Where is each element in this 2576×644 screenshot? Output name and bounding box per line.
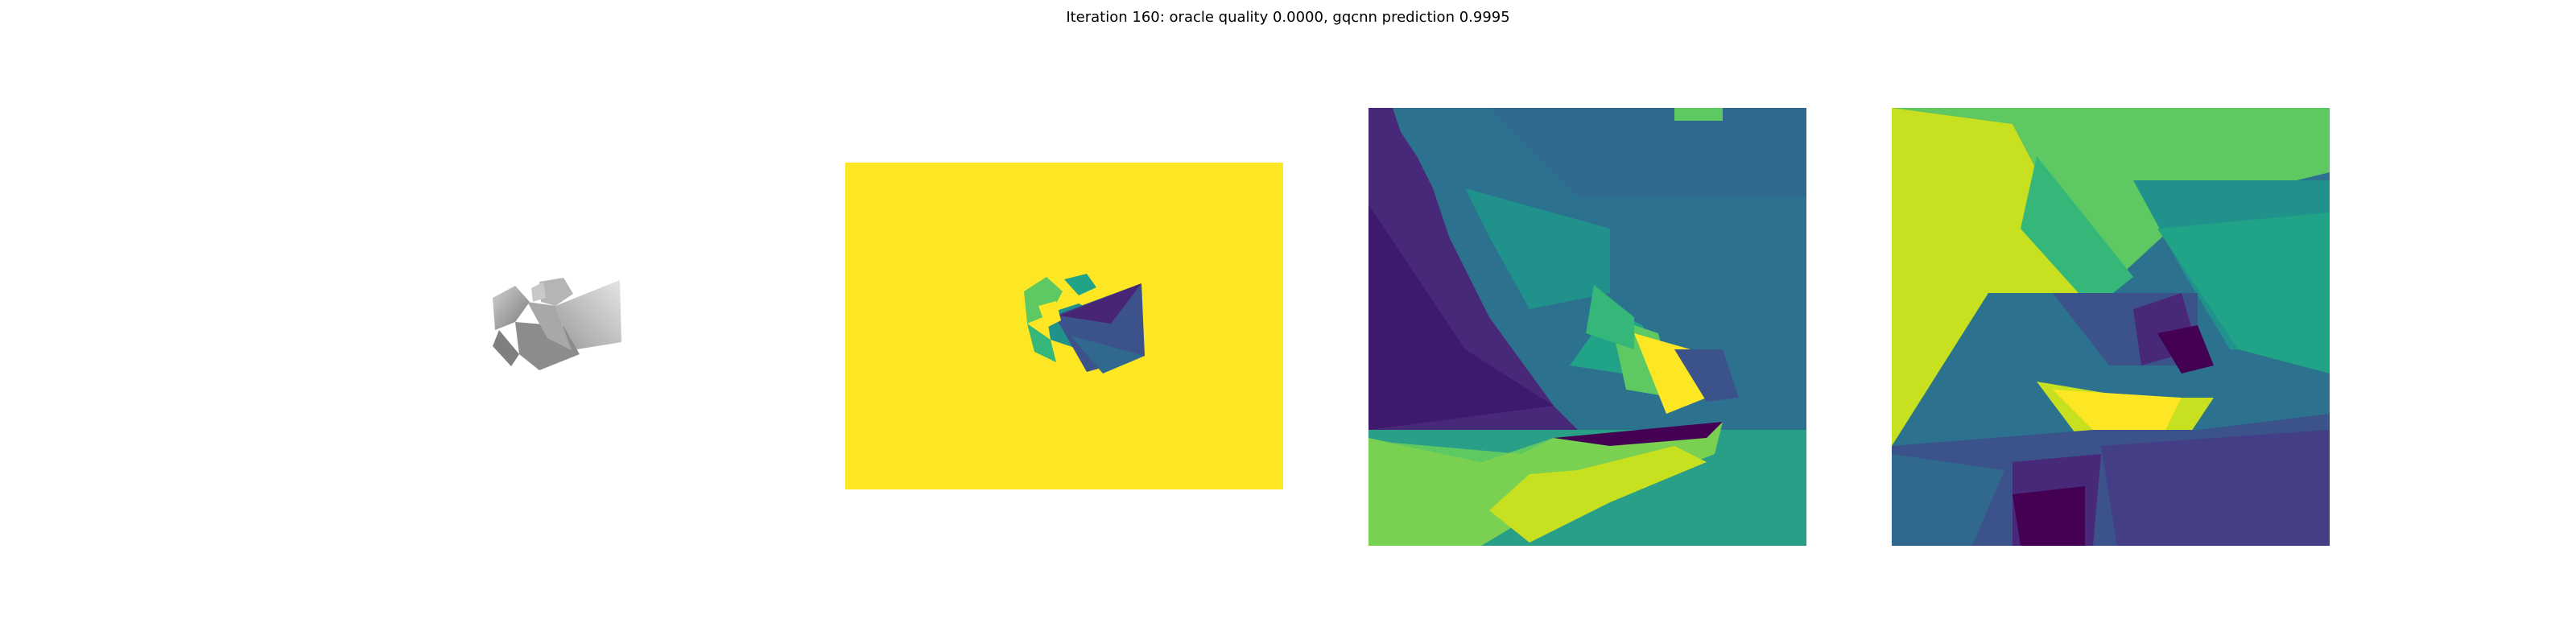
depth-image <box>845 163 1283 489</box>
figure-title: Iteration 160: oracle quality 0.0000, gq… <box>1066 9 1510 26</box>
depth-crop-1-image <box>1368 108 1806 546</box>
depth-crop-2-image <box>1892 108 2330 546</box>
object-render-image <box>493 278 621 370</box>
depth-crop-2-panel <box>1892 108 2330 546</box>
rgb-render-panel <box>483 258 628 386</box>
depth-crop-1-panel <box>1368 108 1806 546</box>
depth-image-panel <box>845 163 1283 489</box>
